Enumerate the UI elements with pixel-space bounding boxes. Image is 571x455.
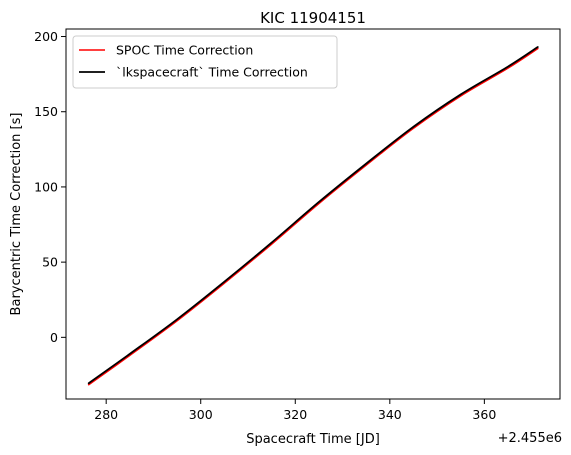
x-axis-offset-label: +2.455e6 — [498, 431, 562, 446]
x-axis-ticks: 280 300 320 340 360 — [94, 399, 496, 422]
x-tick-label: 320 — [283, 407, 307, 422]
x-tick-label: 280 — [94, 407, 118, 422]
y-tick-label: 50 — [42, 255, 58, 270]
y-tick-label: 150 — [34, 104, 58, 119]
series-layer — [89, 47, 538, 385]
y-axis-label: Barycentric Time Correction [s] — [9, 113, 24, 316]
series-line-lkspacecraft — [89, 47, 538, 383]
y-tick-label: 100 — [34, 179, 58, 194]
x-axis-label: Spacecraft Time [JD] — [246, 432, 380, 447]
y-tick-label: 0 — [50, 330, 58, 345]
x-tick-label: 360 — [472, 407, 496, 422]
x-tick-label: 340 — [378, 407, 402, 422]
legend-label-lkspacecraft: `lkspacecraft` Time Correction — [116, 65, 308, 80]
legend-label-spoc: SPOC Time Correction — [116, 43, 253, 58]
chart-title: KIC 11904151 — [260, 9, 366, 27]
y-axis-ticks: 0 50 100 150 200 — [34, 29, 66, 345]
y-tick-label: 200 — [34, 29, 58, 44]
x-tick-label: 300 — [189, 407, 213, 422]
legend: SPOC Time Correction `lkspacecraft` Time… — [73, 36, 337, 88]
